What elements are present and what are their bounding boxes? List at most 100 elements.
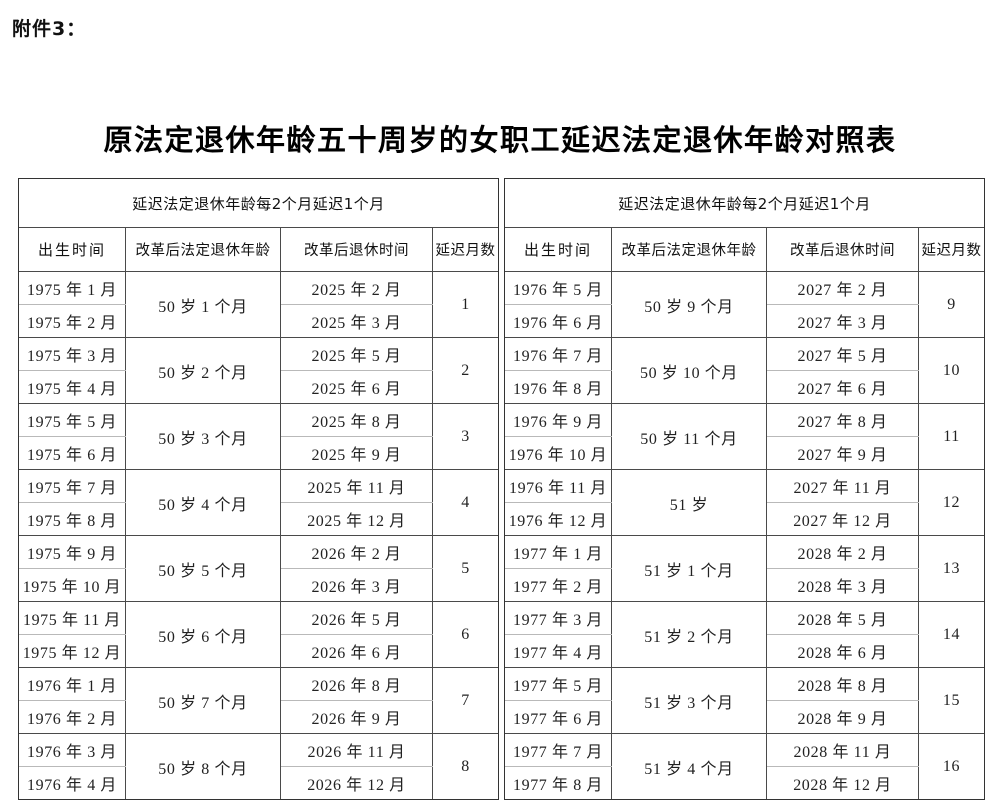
- cell-retirement-time: 2028 年 12 月: [766, 766, 919, 800]
- cell-retirement-time: 2028 年 5 月: [766, 601, 919, 635]
- cell-retirement-time: 2028 年 3 月: [766, 568, 919, 602]
- span-header-cell: 延迟法定退休年龄每2个月延迟1个月: [503, 178, 986, 228]
- column-header-birth: 出生时间: [504, 227, 612, 272]
- span-header-row: 延迟法定退休年龄每2个月延迟1个月: [17, 178, 500, 228]
- cell-birth-time: 1976 年 4 月: [18, 766, 126, 800]
- cell-delay-months: 3: [431, 403, 500, 470]
- table-row: 1976 年 10 月 2027 年 9 月: [504, 436, 985, 470]
- document-page: 附件3： 原法定退休年龄五十周岁的女职工延迟法定退休年龄对照表 延迟法定退休年龄…: [12, 18, 986, 800]
- cell-delay-months: 12: [917, 469, 986, 536]
- cell-birth-time: 1975 年 10 月: [18, 568, 126, 602]
- table-row: 1977 年 5 月 51 岁 3 个月 2028 年 8 月 15: [504, 667, 986, 734]
- cell-birth-time: 1977 年 8 月: [504, 766, 612, 800]
- cell-birth-time: 1975 年 12 月: [18, 634, 126, 668]
- cell-retirement-time: 2028 年 6 月: [766, 634, 919, 668]
- cell-delay-months: 6: [431, 601, 500, 668]
- cell-delay-months: 4: [431, 469, 500, 536]
- cell-delay-months: 2: [431, 337, 500, 404]
- span-header-row: 延迟法定退休年龄每2个月延迟1个月: [503, 178, 986, 228]
- cell-retirement-time: 2027 年 11 月: [766, 469, 919, 503]
- cell-retirement-age: 50 岁 7 个月: [125, 667, 281, 734]
- cell-retirement-age: 50 岁 3 个月: [125, 403, 281, 470]
- cell-retirement-time: 2027 年 8 月: [766, 403, 919, 437]
- cell-retirement-age: 50 岁 8 个月: [125, 733, 281, 800]
- cell-retirement-time: 2026 年 5 月: [280, 601, 433, 635]
- cell-birth-time: 1975 年 1 月: [18, 271, 126, 305]
- table-row: 1975 年 12 月 2026 年 6 月: [18, 634, 499, 668]
- cell-delay-months: 11: [917, 403, 986, 470]
- cell-birth-time: 1977 年 7 月: [504, 733, 612, 767]
- page-title: 原法定退休年龄五十周岁的女职工延迟法定退休年龄对照表: [103, 123, 897, 158]
- cell-delay-months: 10: [917, 337, 986, 404]
- table-head-left: 延迟法定退休年龄每2个月延迟1个月 出生时间 改革后法定退休年龄 改革后退休时间…: [17, 178, 500, 272]
- left-table-container: 延迟法定退休年龄每2个月延迟1个月 出生时间 改革后法定退休年龄 改革后退休时间…: [17, 178, 500, 800]
- cell-retirement-age: 50 岁 9 个月: [611, 271, 767, 338]
- cell-retirement-time: 2025 年 11 月: [280, 469, 433, 503]
- cell-retirement-time: 2027 年 3 月: [766, 304, 919, 338]
- cell-retirement-time: 2026 年 2 月: [280, 535, 433, 569]
- cell-retirement-time: 2025 年 12 月: [280, 502, 433, 536]
- table-row: 1975 年 2 月 2025 年 3 月: [18, 304, 499, 338]
- table-row: 1975 年 10 月 2026 年 3 月: [18, 568, 499, 602]
- column-header-delay: 延迟月数: [917, 227, 986, 272]
- cell-retirement-time: 2026 年 8 月: [280, 667, 433, 701]
- cell-retirement-age: 51 岁 2 个月: [611, 601, 767, 668]
- cell-retirement-time: 2025 年 3 月: [280, 304, 433, 338]
- cell-retirement-age: 50 岁 1 个月: [125, 271, 281, 338]
- table-row: 1976 年 12 月 2027 年 12 月: [504, 502, 985, 536]
- cell-delay-months: 9: [917, 271, 986, 338]
- cell-delay-months: 16: [917, 733, 986, 800]
- cell-birth-time: 1977 年 3 月: [504, 601, 612, 635]
- cell-delay-months: 15: [917, 667, 986, 734]
- cell-retirement-time: 2025 年 9 月: [280, 436, 433, 470]
- cell-birth-time: 1977 年 6 月: [504, 700, 612, 734]
- cell-birth-time: 1975 年 2 月: [18, 304, 126, 338]
- cell-birth-time: 1976 年 1 月: [18, 667, 126, 701]
- retirement-table-left: 延迟法定退休年龄每2个月延迟1个月 出生时间 改革后法定退休年龄 改革后退休时间…: [17, 178, 500, 800]
- cell-delay-months: 7: [431, 667, 500, 734]
- cell-retirement-age: 51 岁 3 个月: [611, 667, 767, 734]
- cell-retirement-time: 2028 年 11 月: [766, 733, 919, 767]
- cell-birth-time: 1977 年 4 月: [504, 634, 612, 668]
- table-row: 1975 年 4 月 2025 年 6 月: [18, 370, 499, 404]
- cell-birth-time: 1977 年 5 月: [504, 667, 612, 701]
- column-header-retire-time: 改革后退休时间: [766, 227, 919, 272]
- column-header-birth: 出生时间: [18, 227, 126, 272]
- cell-retirement-age: 50 岁 5 个月: [125, 535, 281, 602]
- table-head-right: 延迟法定退休年龄每2个月延迟1个月 出生时间 改革后法定退休年龄 改革后退休时间…: [503, 178, 986, 272]
- table-row: 1977 年 7 月 51 岁 4 个月 2028 年 11 月 16: [504, 733, 986, 800]
- table-row: 1977 年 1 月 51 岁 1 个月 2028 年 2 月 13: [504, 535, 986, 602]
- span-header-cell: 延迟法定退休年龄每2个月延迟1个月: [17, 178, 500, 228]
- cell-retirement-time: 2027 年 5 月: [766, 337, 919, 371]
- table-row: 1977 年 3 月 51 岁 2 个月 2028 年 5 月 14: [504, 601, 986, 668]
- cell-delay-months: 13: [917, 535, 986, 602]
- comparison-tables: 延迟法定退休年龄每2个月延迟1个月 出生时间 改革后法定退休年龄 改革后退休时间…: [17, 178, 986, 800]
- table-row: 1976 年 9 月 50 岁 11 个月 2027 年 8 月 11: [504, 403, 986, 470]
- cell-retirement-time: 2027 年 2 月: [766, 271, 919, 305]
- cell-birth-time: 1975 年 4 月: [18, 370, 126, 404]
- cell-birth-time: 1976 年 10 月: [504, 436, 612, 470]
- cell-retirement-time: 2025 年 2 月: [280, 271, 433, 305]
- table-body-right: 1976 年 5 月 50 岁 9 个月 2027 年 2 月 9 1976 年 6 月…: [504, 271, 986, 800]
- cell-delay-months: 5: [431, 535, 500, 602]
- cell-birth-time: 1975 年 3 月: [18, 337, 126, 371]
- column-header-retire-time: 改革后退休时间: [280, 227, 433, 272]
- table-row: 1977 年 2 月 2028 年 3 月: [504, 568, 985, 602]
- cell-birth-time: 1975 年 8 月: [18, 502, 126, 536]
- cell-retirement-age: 50 岁 2 个月: [125, 337, 281, 404]
- cell-birth-time: 1976 年 9 月: [504, 403, 612, 437]
- column-header-row: 出生时间 改革后法定退休年龄 改革后退休时间 延迟月数: [504, 227, 986, 272]
- table-row: 1976 年 11 月 51 岁 2027 年 11 月 12: [504, 469, 986, 536]
- cell-retirement-age: 50 岁 10 个月: [611, 337, 767, 404]
- table-row: 1975 年 8 月 2025 年 12 月: [18, 502, 499, 536]
- cell-retirement-time: 2027 年 12 月: [766, 502, 919, 536]
- cell-birth-time: 1976 年 7 月: [504, 337, 612, 371]
- cell-retirement-time: 2028 年 9 月: [766, 700, 919, 734]
- cell-retirement-time: 2028 年 8 月: [766, 667, 919, 701]
- cell-retirement-time: 2027 年 6 月: [766, 370, 919, 404]
- cell-retirement-age: 51 岁: [611, 469, 767, 536]
